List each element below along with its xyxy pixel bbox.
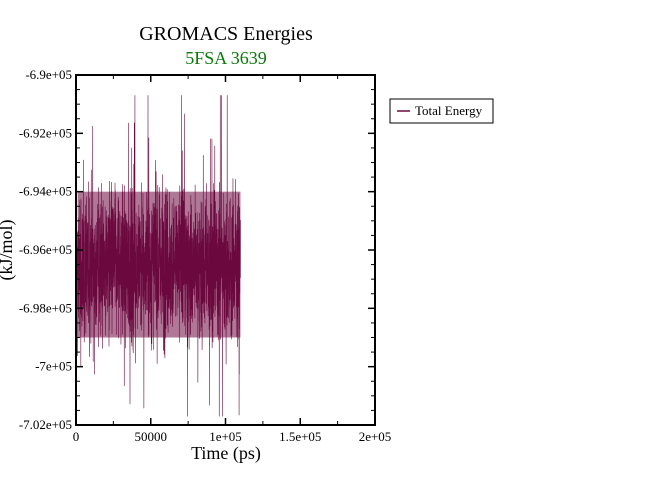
legend-box — [389, 98, 494, 124]
y-tick-label: -7e+05 — [35, 359, 72, 374]
x-tick-label: 2e+05 — [359, 429, 392, 444]
y-axis: -7.02e+05 -7e+05 -6.98e+05 -6.96e+05 -6.94e+… — [19, 67, 375, 432]
legend-label-total-energy: Total Energy — [415, 103, 483, 118]
x-tick-label: 50000 — [135, 429, 168, 444]
chart-title: GROMACS Energies — [139, 23, 313, 45]
y-tick-label: -7.02e+05 — [19, 417, 72, 432]
y-tick-label: -6.92e+05 — [19, 125, 72, 140]
series-total-energy — [75, 95, 241, 417]
x-axis: 0 50000 1e+05 1.5e+05 2e+05 — [73, 75, 392, 444]
x-tick-label: 0 — [73, 429, 80, 444]
x-tick-label: 1.5e+05 — [279, 429, 321, 444]
chart-subtitle: 5FSA 3639 — [185, 48, 267, 68]
x-tick-label: 1e+05 — [209, 429, 242, 444]
y-tick-label: -6.96e+05 — [19, 242, 72, 257]
legend: Total Energy — [389, 98, 494, 124]
y-tick-label: -6.9e+05 — [25, 67, 72, 82]
x-axis-label: Time (ps) — [191, 443, 261, 464]
series-core-band — [77, 191, 241, 338]
y-axis-label: (kJ/mol) — [0, 219, 17, 280]
y-tick-label: -6.98e+05 — [19, 300, 72, 315]
y-tick-label: -6.94e+05 — [19, 184, 72, 199]
